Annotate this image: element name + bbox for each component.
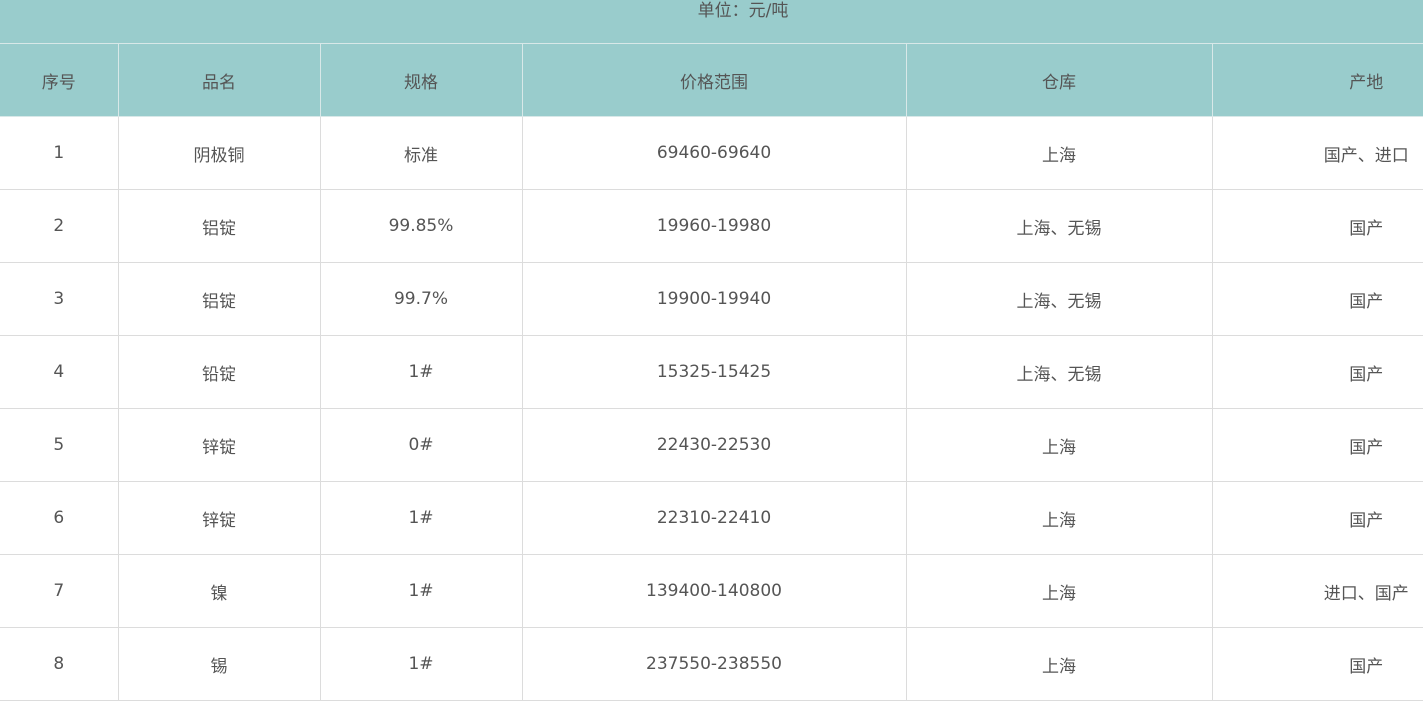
cell-origin: 国产、进口 — [1211, 116, 1423, 190]
unit-bar: 单位：元/吨 — [0, 0, 1423, 44]
cell-price-range: 139400-140800 — [521, 554, 907, 628]
header-origin: 产地 — [1211, 44, 1423, 117]
table-row: 1 阴极铜 标准 69460-69640 上海 国产、进口 — [0, 116, 1423, 190]
cell-name: 铝锭 — [117, 189, 321, 263]
cell-index: 1 — [0, 116, 119, 190]
cell-index: 4 — [0, 335, 119, 409]
table-row: 5 锌锭 0# 22430-22530 上海 国产 — [0, 408, 1423, 482]
cell-index: 5 — [0, 408, 119, 482]
cell-index: 3 — [0, 262, 119, 336]
cell-spec: 1# — [319, 335, 523, 409]
cell-origin: 国产 — [1211, 189, 1423, 263]
cell-warehouse: 上海 — [905, 116, 1213, 190]
cell-warehouse: 上海 — [905, 627, 1213, 701]
cell-warehouse: 上海 — [905, 481, 1213, 555]
table-header-row: 序号 品名 规格 价格范围 仓库 产地 — [0, 44, 1423, 117]
cell-name: 镍 — [117, 554, 321, 628]
price-table: 序号 品名 规格 价格范围 仓库 产地 1 阴极铜 标准 69460-69640 上海国… — [0, 44, 1423, 701]
cell-index: 7 — [0, 554, 119, 628]
cell-price-range: 237550-238550 — [521, 627, 907, 701]
table-row: 4 铅锭 1# 15325-15425 上海、无锡 国产 — [0, 335, 1423, 409]
cell-spec: 1# — [319, 627, 523, 701]
cell-price-range: 19900-19940 — [521, 262, 907, 336]
cell-spec: 1# — [319, 481, 523, 555]
cell-spec: 99.85% — [319, 189, 523, 263]
cell-origin: 国产 — [1211, 262, 1423, 336]
cell-name: 锌锭 — [117, 481, 321, 555]
cell-origin: 国产 — [1211, 408, 1423, 482]
cell-spec: 1# — [319, 554, 523, 628]
cell-spec: 标准 — [319, 116, 523, 190]
cell-price-range: 22310-22410 — [521, 481, 907, 555]
cell-warehouse: 上海 — [905, 408, 1213, 482]
cell-warehouse: 上海、无锡 — [905, 335, 1213, 409]
table-row: 3 铝锭 99.7% 19900-19940 上海、无锡 国产 — [0, 262, 1423, 336]
cell-price-range: 69460-69640 — [521, 116, 907, 190]
cell-warehouse: 上海、无锡 — [905, 189, 1213, 263]
cell-name: 锡 — [117, 627, 321, 701]
header-warehouse: 仓库 — [905, 44, 1213, 117]
cell-spec: 0# — [319, 408, 523, 482]
header-name: 品名 — [117, 44, 321, 117]
header-index: 序号 — [0, 44, 119, 117]
cell-spec: 99.7% — [319, 262, 523, 336]
header-spec: 规格 — [319, 44, 523, 117]
cell-index: 8 — [0, 627, 119, 701]
table-row: 6 锌锭 1# 22310-22410 上海 国产 — [0, 481, 1423, 555]
cell-origin: 国产 — [1211, 335, 1423, 409]
cell-price-range: 15325-15425 — [521, 335, 907, 409]
unit-label: 单位：元/吨 — [697, 1, 789, 21]
cell-origin: 国产 — [1211, 481, 1423, 555]
cell-price-range: 19960-19980 — [521, 189, 907, 263]
cell-origin: 进口、国产 — [1211, 554, 1423, 628]
table-row: 8 锡 1# 237550-238550 上海 国产 — [0, 627, 1423, 701]
cell-origin: 国产 — [1211, 627, 1423, 701]
table-row: 2 铝锭 99.85% 19960-19980 上海、无锡 国产 — [0, 189, 1423, 263]
cell-price-range: 22430-22530 — [521, 408, 907, 482]
cell-index: 6 — [0, 481, 119, 555]
cell-name: 铝锭 — [117, 262, 321, 336]
header-price-range: 价格范围 — [521, 44, 907, 117]
table-row: 7 镍 1# 139400-140800 上海 进口、国产 — [0, 554, 1423, 628]
cell-name: 锌锭 — [117, 408, 321, 482]
cell-warehouse: 上海 — [905, 554, 1213, 628]
cell-index: 2 — [0, 189, 119, 263]
cell-warehouse: 上海、无锡 — [905, 262, 1213, 336]
cell-name: 阴极铜 — [117, 116, 321, 190]
cell-name: 铅锭 — [117, 335, 321, 409]
